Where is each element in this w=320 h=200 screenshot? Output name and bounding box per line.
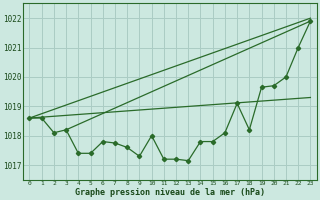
X-axis label: Graphe pression niveau de la mer (hPa): Graphe pression niveau de la mer (hPa) bbox=[75, 188, 265, 197]
